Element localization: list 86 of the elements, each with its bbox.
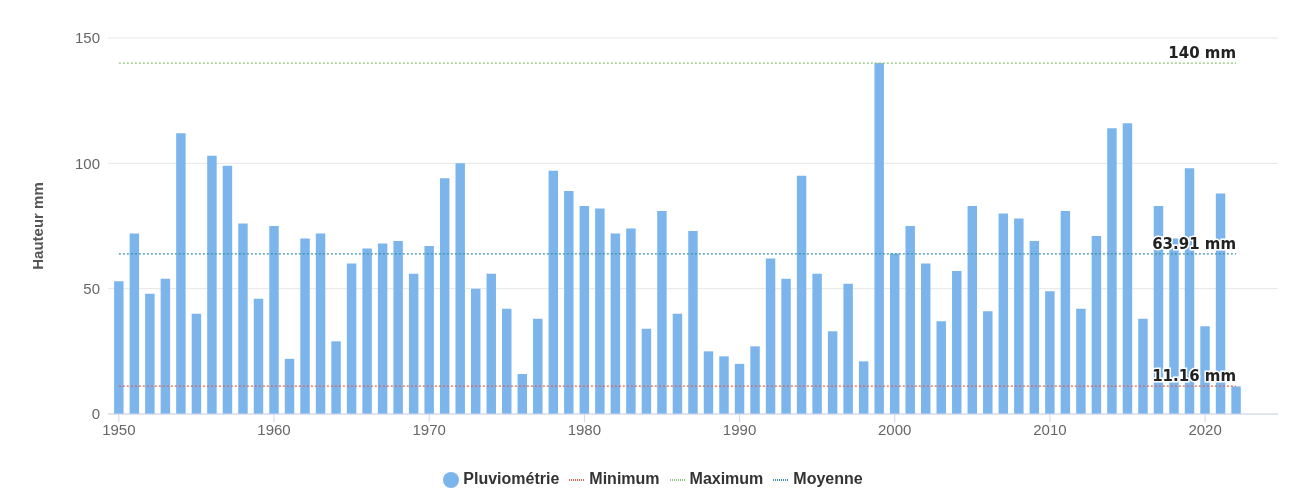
bar <box>579 205 590 414</box>
bar <box>781 278 791 414</box>
bar <box>936 321 946 414</box>
bar <box>827 331 838 414</box>
bar <box>145 293 155 414</box>
bar <box>471 288 481 414</box>
bar <box>858 361 869 414</box>
legend-label: Maximum <box>689 470 764 487</box>
bar <box>269 226 279 414</box>
bar <box>734 363 745 414</box>
bar <box>160 278 171 414</box>
bar <box>129 233 140 414</box>
bar <box>1138 318 1148 414</box>
bar <box>595 208 605 414</box>
bar <box>812 273 822 414</box>
x-tick-label: 1990 <box>722 420 757 438</box>
bar <box>486 273 496 414</box>
x-tick-label: 1960 <box>257 420 291 438</box>
data-label: 140 mm <box>1168 44 1237 63</box>
x-tick-label: 2000 <box>878 420 912 438</box>
x-tick-label: 1980 <box>567 420 602 438</box>
bar <box>517 373 528 414</box>
y-tick-label: 150 <box>74 29 100 47</box>
bar <box>439 178 450 414</box>
bar <box>114 281 124 414</box>
bar <box>750 346 760 414</box>
bar <box>1060 210 1071 414</box>
bar <box>284 358 295 414</box>
bar <box>843 283 853 414</box>
bar <box>967 205 978 414</box>
bar <box>408 273 419 414</box>
bar <box>331 341 341 414</box>
bar <box>983 311 993 414</box>
bar <box>455 163 465 414</box>
bar <box>502 308 512 414</box>
bar <box>1122 123 1133 414</box>
bar <box>626 228 636 414</box>
bar <box>998 213 1009 414</box>
bar <box>1045 291 1055 414</box>
bar <box>564 190 574 414</box>
bar <box>424 246 434 414</box>
bar <box>719 356 729 414</box>
y-tick-label: 0 <box>91 405 100 423</box>
bar <box>222 165 233 414</box>
bar <box>253 298 264 414</box>
bar <box>207 155 217 414</box>
bar <box>533 318 543 414</box>
bar <box>672 313 683 414</box>
y-tick-label: 50 <box>83 279 100 297</box>
bar <box>796 175 807 414</box>
bar <box>765 258 776 414</box>
bar <box>921 263 931 414</box>
bar <box>1107 128 1117 414</box>
legend-label: Moyenne <box>793 470 863 487</box>
bar <box>191 313 202 414</box>
x-tick-label: 1970 <box>412 420 446 438</box>
bar <box>176 133 186 414</box>
bar <box>315 233 326 414</box>
bar <box>1091 236 1102 414</box>
bar <box>1231 386 1241 414</box>
legend-label: Minimum <box>589 470 660 487</box>
bar <box>548 170 559 414</box>
bar <box>300 238 310 414</box>
x-tick-label: 1950 <box>102 420 136 438</box>
x-tick-label: 2010 <box>1033 420 1067 438</box>
bar <box>889 253 900 414</box>
bar <box>393 241 403 414</box>
y-tick-label: 100 <box>74 154 100 172</box>
bar <box>1029 241 1040 414</box>
bar <box>952 271 962 414</box>
legend-label: Pluviométrie <box>463 470 560 487</box>
bar <box>1076 308 1086 414</box>
x-tick-label: 2020 <box>1188 420 1222 438</box>
bar <box>641 328 652 414</box>
bar <box>346 263 357 414</box>
y-axis-title: Hauteur mm <box>29 182 47 270</box>
bar <box>610 233 621 414</box>
bar <box>688 231 698 414</box>
bar <box>703 351 714 414</box>
bar <box>657 210 667 414</box>
bar <box>1014 218 1024 414</box>
bar <box>874 63 884 414</box>
bar <box>377 243 388 414</box>
bar <box>362 248 372 414</box>
bar <box>238 223 248 414</box>
bar <box>905 226 915 414</box>
